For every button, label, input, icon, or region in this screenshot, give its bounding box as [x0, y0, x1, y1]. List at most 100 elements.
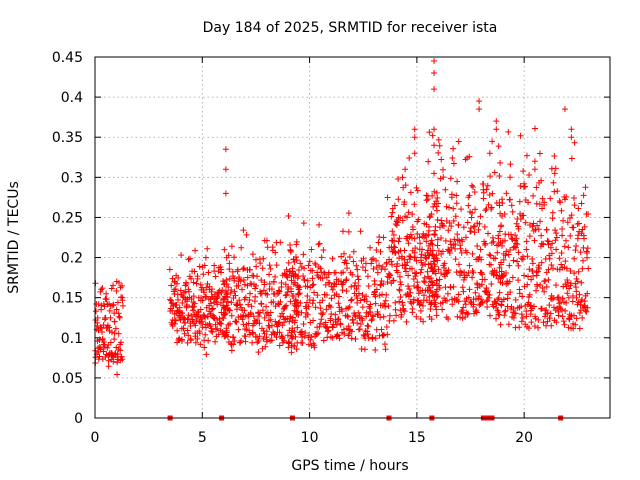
- data-point: [472, 289, 479, 296]
- data-point: [357, 297, 364, 304]
- data-point: [284, 274, 291, 281]
- data-point: [203, 351, 210, 358]
- data-point: [391, 243, 398, 250]
- data-point: [364, 322, 371, 329]
- data-point: [191, 300, 198, 307]
- data-point: [171, 320, 178, 327]
- data-point: [377, 282, 384, 289]
- data-point: [108, 329, 115, 336]
- data-point: [429, 281, 436, 288]
- data-point: [373, 286, 380, 293]
- data-point: [445, 267, 452, 274]
- data-point: [543, 226, 550, 233]
- data-point: [420, 278, 427, 285]
- data-point: [514, 258, 521, 265]
- data-point: [506, 262, 513, 269]
- data-point: [546, 302, 553, 309]
- data-point: [116, 279, 123, 286]
- data-point: [222, 190, 229, 197]
- data-point: [433, 312, 440, 319]
- data-point: [252, 293, 259, 300]
- x-tick-label: 0: [91, 430, 100, 446]
- data-point: [119, 302, 126, 309]
- data-point: [426, 299, 433, 306]
- data-point: [463, 249, 470, 256]
- data-point: [482, 240, 489, 247]
- data-point: [417, 269, 424, 276]
- data-point: [459, 310, 466, 317]
- data-point: [231, 338, 238, 345]
- data-point: [532, 315, 539, 322]
- data-point: [585, 211, 592, 218]
- data-point: [212, 338, 219, 345]
- data-point: [316, 240, 323, 247]
- data-point: [352, 279, 359, 286]
- data-point: [412, 273, 419, 280]
- data-point: [233, 302, 240, 309]
- data-point: [442, 186, 449, 193]
- data-point: [564, 277, 571, 284]
- data-point: [382, 266, 389, 273]
- data-point: [325, 327, 332, 334]
- data-point: [543, 283, 550, 290]
- data-point: [372, 293, 379, 300]
- data-point: [345, 313, 352, 320]
- data-point: [355, 276, 362, 283]
- plot-border: [94, 56, 611, 419]
- data-point: [507, 246, 514, 253]
- data-point: [281, 303, 288, 310]
- data-point: [295, 312, 302, 319]
- data-point: [94, 322, 101, 329]
- data-point: [247, 280, 254, 287]
- data-point: [280, 337, 287, 344]
- data-point: [545, 266, 552, 273]
- data-point: [360, 255, 367, 262]
- data-point: [204, 313, 211, 320]
- data-point: [96, 344, 103, 351]
- data-point: [217, 263, 224, 270]
- data-point: [537, 218, 544, 225]
- data-point: [529, 267, 536, 274]
- data-point: [576, 325, 583, 332]
- data-point: [411, 235, 418, 242]
- data-point: [226, 275, 233, 282]
- data-point: [110, 358, 117, 365]
- data-point: [252, 285, 259, 292]
- data-point: [105, 363, 112, 370]
- data-point: [437, 175, 444, 182]
- data-point: [342, 257, 349, 264]
- data-point: [317, 305, 324, 312]
- data-point: [523, 246, 530, 253]
- data-point: [346, 303, 353, 310]
- data-point: [559, 295, 566, 302]
- data-point: [97, 346, 104, 353]
- data-point: [431, 126, 438, 133]
- data-point: [240, 277, 247, 284]
- data-point: [115, 310, 122, 317]
- data-point: [491, 169, 498, 176]
- data-point: [298, 331, 305, 338]
- data-point: [328, 310, 335, 317]
- data-point: [566, 285, 573, 292]
- data-point: [214, 325, 221, 332]
- data-point: [380, 332, 387, 339]
- data-point: [414, 284, 421, 291]
- data-point: [408, 234, 415, 241]
- data-point: [268, 337, 275, 344]
- data-point: [272, 249, 279, 256]
- data-point: [250, 313, 257, 320]
- data-point: [324, 324, 331, 331]
- data-point: [178, 252, 185, 259]
- data-point: [452, 213, 459, 220]
- data-point: [246, 296, 253, 303]
- data-point: [397, 215, 404, 222]
- data-point: [433, 189, 440, 196]
- data-point: [509, 208, 516, 215]
- data-point: [372, 335, 379, 342]
- data-point: [249, 330, 256, 337]
- data-point: [397, 281, 404, 288]
- data-point: [500, 296, 507, 303]
- data-point: [240, 266, 247, 273]
- data-point: [443, 270, 450, 277]
- data-point: [99, 285, 106, 292]
